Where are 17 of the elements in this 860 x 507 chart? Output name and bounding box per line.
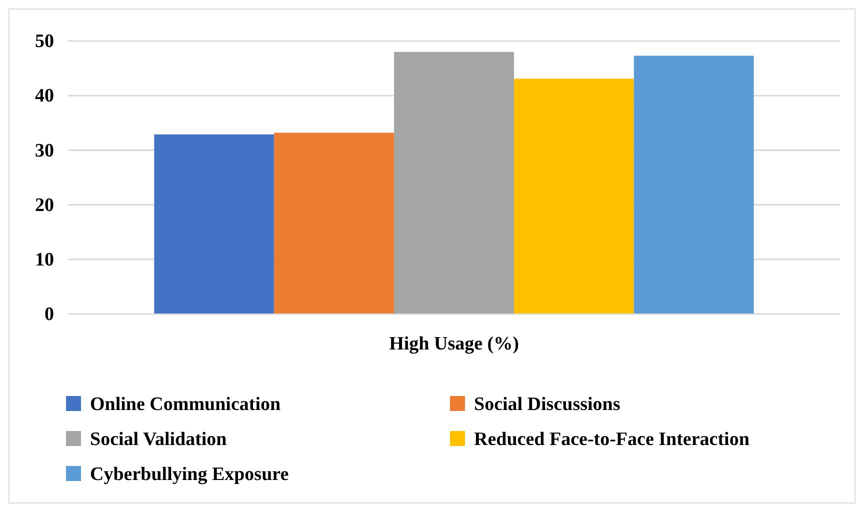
legend-label: Social Validation xyxy=(90,429,228,450)
x-tick-label: High Usage (%) xyxy=(389,333,519,354)
bar xyxy=(514,78,634,314)
bar xyxy=(634,56,754,314)
y-tick-label: 0 xyxy=(44,304,54,326)
y-tick-label: 40 xyxy=(35,86,54,107)
legend-label: Reduced Face-to-Face Interaction xyxy=(474,429,750,450)
y-tick-label: 10 xyxy=(35,249,54,270)
bar xyxy=(154,134,274,314)
y-tick-label: 20 xyxy=(35,194,54,216)
bar xyxy=(274,132,394,314)
legend-label: Online Communication xyxy=(90,394,281,415)
y-tick-label: 50 xyxy=(35,31,54,52)
y-tick-label: 30 xyxy=(35,140,54,162)
legend-label: Cyberbullying Exposure xyxy=(90,464,289,485)
legend-label: Social Discussions xyxy=(474,394,620,415)
bar xyxy=(394,52,514,314)
